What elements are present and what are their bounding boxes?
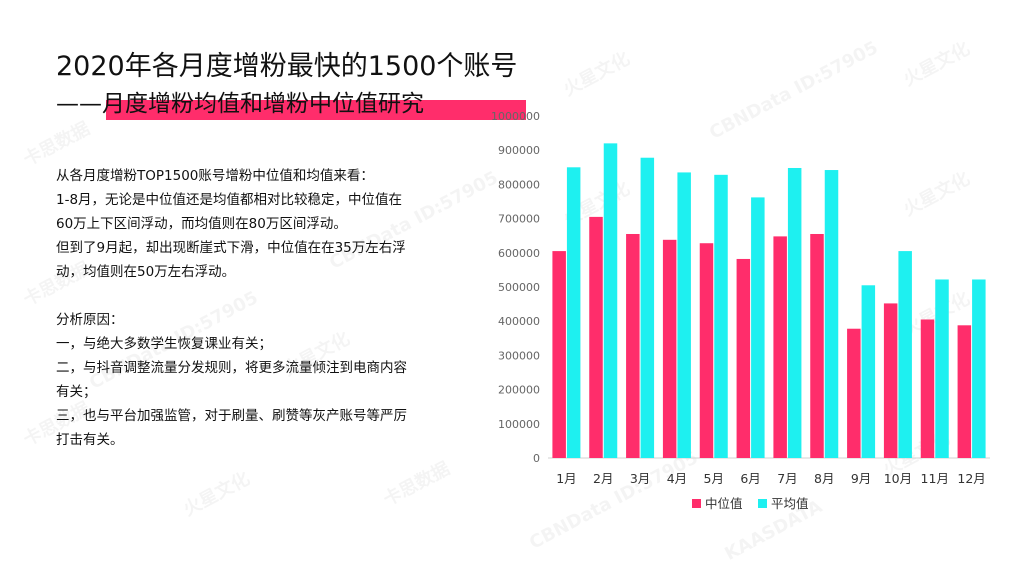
bar-median xyxy=(662,239,677,458)
y-tick-label: 500000 xyxy=(498,281,540,294)
legend-label: 中位值 xyxy=(705,496,743,511)
bar-median xyxy=(883,303,898,458)
x-tick-label: 1月 xyxy=(556,471,576,486)
legend-swatch xyxy=(758,499,767,508)
x-tick-label: 3月 xyxy=(630,471,650,486)
x-tick-label: 2月 xyxy=(593,471,613,486)
intro-line: 但到了9月起，却出现断崖式下滑，中位值在在35万左右浮 xyxy=(56,240,406,256)
intro-line: 动，均值则在50万左右浮动。 xyxy=(56,264,236,280)
bar-median xyxy=(699,243,714,458)
legend-swatch xyxy=(692,499,701,508)
x-tick-label: 11月 xyxy=(921,471,949,486)
y-tick-label: 300000 xyxy=(498,349,540,362)
intro-line: 从各月度增粉TOP1500账号增粉中位值和均值来看： xyxy=(56,168,374,184)
subtitle-highlight xyxy=(106,100,526,120)
watermark-brand: 火星文化 xyxy=(178,465,254,522)
bar-mean xyxy=(751,197,765,458)
legend-label: 平均值 xyxy=(771,496,809,511)
bar-median xyxy=(589,216,603,458)
y-tick-label: 600000 xyxy=(498,247,540,260)
analysis-line: 分析原因： xyxy=(56,312,124,328)
watermark-brand: 火星文化 xyxy=(898,35,974,92)
bar-mean xyxy=(603,143,618,459)
x-tick-label: 10月 xyxy=(884,471,912,486)
x-tick-label: 8月 xyxy=(814,471,834,486)
bar-median xyxy=(810,233,824,458)
bar-mean xyxy=(714,174,728,458)
y-tick-label: 0 xyxy=(533,452,540,465)
x-tick-label: 7月 xyxy=(777,471,797,486)
analysis-line: 二，与抖音调整流量分发规则，将更多流量倾注到电商内容 xyxy=(56,360,407,376)
bar-chart: 0 100000 200000 300000 400000 500000 600000 700… xyxy=(491,110,990,511)
subtitle-block: ——月度增粉均值和增粉中位值研究 xyxy=(56,86,526,122)
x-tick-label: 9月 xyxy=(851,471,871,486)
y-tick-label: 900000 xyxy=(498,144,540,157)
x-tick-label: 4月 xyxy=(667,471,687,486)
bar-mean xyxy=(935,279,949,458)
y-tick-label: 800000 xyxy=(498,178,540,191)
bar-median xyxy=(736,258,751,458)
y-tick-label: 400000 xyxy=(498,315,540,328)
bar-mean xyxy=(787,167,802,458)
x-tick-label: 12月 xyxy=(957,471,985,486)
analysis-text: 从各月度增粉TOP1500账号增粉中位值和均值来看： 1-8月，无论是中位值还是… xyxy=(56,164,456,452)
y-tick-label: 100000 xyxy=(498,418,540,431)
bar-mean xyxy=(566,167,581,459)
intro-line: 1-8月，无论是中位值还是均值都相对比较稳定，中位值在 xyxy=(56,192,403,208)
analysis-line: 一，与绝大多数学生恢复课业有关； xyxy=(56,336,272,352)
analysis-line: 打击有关。 xyxy=(56,432,124,448)
page-title: 2020年各月度增粉最快的1500个账号 xyxy=(56,51,518,82)
page-subtitle: ——月度增粉均值和增粉中位值研究 xyxy=(56,91,424,117)
paragraph-gap xyxy=(56,284,456,308)
y-tick-label: 700000 xyxy=(498,213,540,226)
bar-median xyxy=(920,319,935,458)
y-tick-label: 200000 xyxy=(498,384,540,397)
bar-mean xyxy=(898,251,912,458)
watermark-kayan: 卡思数据 xyxy=(18,115,94,172)
bar-median xyxy=(957,325,972,458)
analysis-line: 有关； xyxy=(56,384,97,400)
bar-mean xyxy=(972,279,986,458)
bar-mean xyxy=(640,157,655,458)
bar-mean xyxy=(677,172,691,458)
bar-median xyxy=(773,236,787,458)
bar-median xyxy=(626,233,640,458)
x-tick-label: 6月 xyxy=(740,471,760,486)
intro-line: 60万上下区间浮动，而均值则在80万区间浮动。 xyxy=(56,216,347,232)
bar-median xyxy=(847,328,861,458)
bar-mean xyxy=(824,170,839,458)
watermark-brand: 火星文化 xyxy=(558,45,634,102)
y-tick-label: 1000000 xyxy=(491,110,540,123)
analysis-line: 三，也与平台加强监管，对于刷量、刷赞等灰产账号等严厉 xyxy=(56,408,407,424)
bar-mean xyxy=(861,285,876,458)
bar-median xyxy=(552,251,566,458)
x-tick-label: 5月 xyxy=(704,471,724,486)
watermark-kayan: 卡思数据 xyxy=(378,455,454,512)
